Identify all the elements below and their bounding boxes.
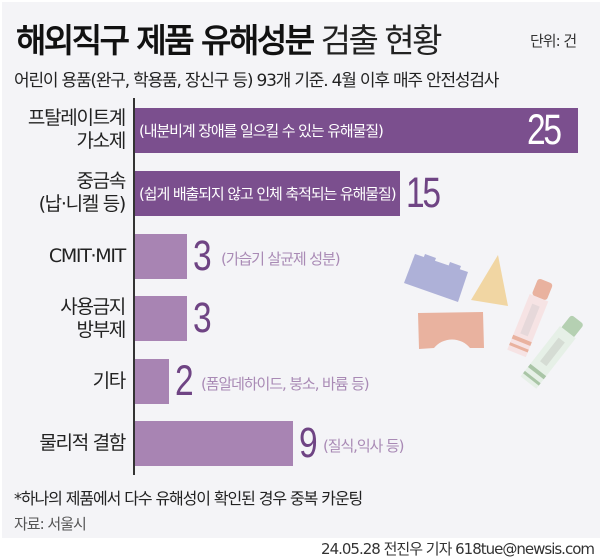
category-label-cmit-mit: CMIT·MIT bbox=[48, 245, 126, 267]
unit-label: 단위: 건 bbox=[530, 32, 577, 50]
arch-block-icon bbox=[418, 312, 484, 349]
bar-banned-preservative bbox=[135, 296, 187, 341]
bar-note: (쉽게 배출되지 않고 인체 축적되는 유해물질) bbox=[139, 185, 397, 203]
title-light: 검출 현황 bbox=[320, 21, 443, 60]
bar-value-cmit-mit: 3 bbox=[193, 232, 212, 280]
triangle-block-icon bbox=[471, 255, 508, 306]
category-axis-line bbox=[133, 98, 135, 475]
bar-phthalate: (내분비계 장애를 일으킬 수 있는 유해물질) 25 bbox=[135, 108, 578, 153]
category-label-phthalate: 프탈레이트계 가소제 bbox=[27, 107, 126, 152]
chart-subtitle: 어린이 용품(완구, 학용품, 장신구 등) 93개 기준. 4월 이후 매주 … bbox=[14, 71, 499, 91]
source-label: 자료: 서울시 bbox=[14, 515, 87, 533]
bar-note-physical-defect: (질식,익사 등) bbox=[323, 437, 404, 455]
bar-value-heavy-metal: 15 bbox=[406, 169, 441, 217]
title-bold: 해외직구 제품 유해성분 bbox=[16, 21, 315, 60]
bar-value: 25 bbox=[527, 106, 562, 154]
bar-cmit-mit bbox=[135, 234, 187, 279]
bar-note-cmit-mit: (가습기 살균제 성분) bbox=[221, 250, 341, 268]
lego-brick-icon bbox=[404, 254, 468, 302]
bar-note: (내분비계 장애를 일으킬 수 있는 유해물질) bbox=[139, 122, 384, 140]
bar-value-other: 2 bbox=[175, 357, 194, 405]
orange-crayon-icon bbox=[507, 278, 553, 358]
category-label-physical-defect: 물리적 결함 bbox=[39, 432, 126, 454]
bar-heavy-metal: (쉽게 배출되지 않고 인체 축적되는 유해물질) bbox=[135, 171, 400, 216]
bar-physical-defect bbox=[135, 421, 293, 466]
byline-credit: 24.05.28 전진우 기자 618tue@newsis.com bbox=[321, 540, 595, 558]
footnote: *하나의 제품에서 다수 유해성이 확인된 경우 중복 카운팅 bbox=[14, 489, 363, 508]
toy-blocks-crayons-illustration bbox=[404, 254, 583, 389]
category-label-heavy-metal: 중금속 (납·니켈 등) bbox=[38, 170, 127, 215]
category-label-banned-preservative: 사용금지 방부제 bbox=[60, 296, 126, 341]
green-crayon-icon bbox=[520, 315, 583, 389]
bar-value-banned-preservative: 3 bbox=[193, 294, 212, 342]
bar-note-other: (폼알데하이드, 붕소, 바륨 등) bbox=[201, 375, 370, 393]
chart-title: 해외직구 제품 유해성분 검출 현황 bbox=[16, 14, 443, 62]
bar-other bbox=[135, 359, 169, 404]
bar-value-physical-defect: 9 bbox=[299, 419, 318, 467]
category-label-other: 기타 bbox=[92, 370, 127, 392]
